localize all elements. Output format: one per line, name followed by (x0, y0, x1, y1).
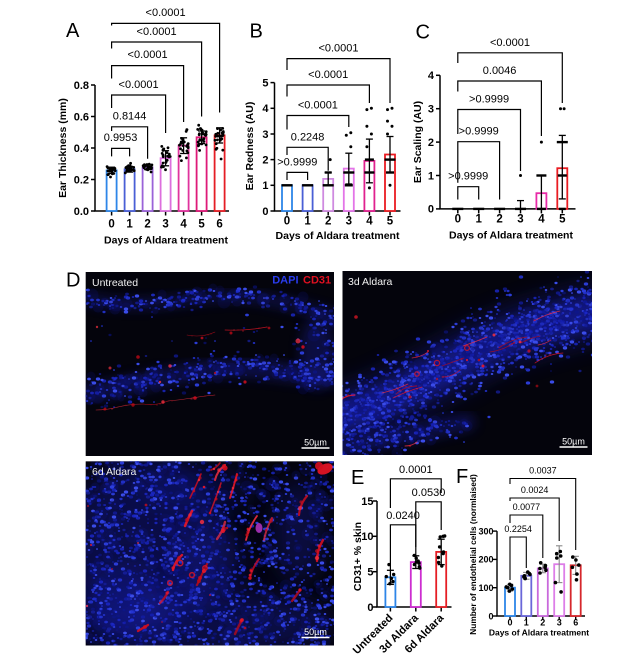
svg-text:5: 5 (262, 77, 268, 89)
svg-text:6: 6 (573, 618, 578, 628)
svg-text:<0.0001: <0.0001 (308, 69, 348, 81)
svg-text:D: D (66, 270, 80, 292)
svg-text:<0.0001: <0.0001 (119, 79, 159, 91)
svg-text:0.2248: 0.2248 (291, 131, 325, 143)
svg-text:C: C (416, 22, 430, 44)
svg-text:0: 0 (108, 219, 114, 231)
svg-text:0.4: 0.4 (74, 143, 90, 155)
svg-text:Number of endothelial cells (n: Number of endothelial cells (normlaised) (468, 474, 478, 635)
svg-text:5: 5 (367, 567, 373, 579)
svg-text:1: 1 (428, 170, 434, 182)
svg-text:3: 3 (346, 216, 352, 228)
svg-text:0.0530: 0.0530 (412, 487, 446, 499)
svg-text:0.0046: 0.0046 (483, 65, 517, 77)
svg-text:0.8: 0.8 (74, 80, 89, 92)
svg-text:0.0: 0.0 (74, 206, 89, 218)
svg-text:50µm: 50µm (562, 437, 585, 447)
svg-text:4: 4 (428, 70, 435, 82)
svg-text:F: F (456, 466, 468, 488)
svg-text:0.0077: 0.0077 (513, 502, 541, 512)
svg-text:0: 0 (507, 618, 512, 628)
svg-text:50µm: 50µm (304, 438, 327, 448)
svg-text:0.0024: 0.0024 (521, 485, 549, 495)
svg-text:Ear Thickness (mm): Ear Thickness (mm) (57, 98, 69, 198)
svg-text:0: 0 (428, 204, 434, 216)
svg-text:2: 2 (262, 154, 268, 166)
svg-text:3: 3 (162, 219, 168, 231)
svg-text:0: 0 (488, 611, 493, 621)
svg-text:3: 3 (262, 129, 268, 141)
svg-text:3: 3 (517, 214, 523, 226)
svg-text:3: 3 (557, 618, 562, 628)
svg-text:2: 2 (540, 618, 545, 628)
svg-text:>0.9999: >0.9999 (277, 156, 317, 168)
svg-text:4: 4 (262, 103, 269, 115)
svg-text:4: 4 (366, 216, 373, 228)
svg-text:A: A (66, 20, 80, 42)
svg-text:1: 1 (475, 214, 482, 226)
svg-text:0.0037: 0.0037 (529, 466, 557, 476)
svg-text:<0.0001: <0.0001 (318, 43, 358, 55)
svg-text:0: 0 (284, 216, 290, 228)
svg-text:Days of Aldara treatment: Days of Aldara treatment (104, 235, 228, 247)
svg-text:E: E (351, 467, 364, 489)
svg-text:0: 0 (367, 602, 373, 614)
svg-text:CD31+ % skin: CD31+ % skin (352, 522, 364, 591)
svg-text:200: 200 (478, 555, 493, 565)
svg-text:>0.9999: >0.9999 (448, 171, 488, 183)
svg-text:2: 2 (325, 216, 331, 228)
svg-text:0.2254: 0.2254 (504, 524, 532, 534)
svg-text:100: 100 (478, 583, 493, 593)
svg-text:Days of Aldara treatment: Days of Aldara treatment (449, 230, 573, 242)
svg-text:15: 15 (361, 496, 373, 508)
svg-text:5: 5 (559, 214, 566, 226)
svg-text:3: 3 (428, 104, 434, 116)
svg-text:4: 4 (538, 214, 545, 226)
svg-text:>0.9999: >0.9999 (459, 126, 499, 138)
svg-text:0.6: 0.6 (74, 111, 89, 123)
svg-text:0.8144: 0.8144 (113, 110, 147, 122)
svg-text:6d Aldara: 6d Aldara (92, 466, 137, 478)
svg-text:0: 0 (455, 214, 461, 226)
svg-text:Days of Aldara treatment: Days of Aldara treatment (276, 230, 400, 242)
svg-text:2: 2 (496, 214, 502, 226)
svg-text:Untreated: Untreated (92, 277, 138, 289)
svg-text:1: 1 (262, 180, 268, 192)
svg-text:>0.9999: >0.9999 (469, 94, 509, 106)
svg-text:0.2: 0.2 (74, 174, 89, 186)
svg-text:5: 5 (387, 216, 394, 228)
svg-text:5: 5 (198, 219, 205, 231)
svg-text:10: 10 (361, 531, 373, 543)
svg-text:1: 1 (304, 216, 311, 228)
svg-text:DAPI: DAPI (272, 275, 298, 287)
svg-text:Days of Aldara treatment: Days of Aldara treatment (489, 628, 589, 638)
svg-text:Ear Scaling (AU): Ear Scaling (AU) (412, 101, 424, 183)
svg-text:1: 1 (126, 219, 133, 231)
svg-text:<0.0001: <0.0001 (490, 37, 530, 49)
svg-text:<0.0001: <0.0001 (137, 26, 177, 38)
svg-text:2: 2 (144, 219, 150, 231)
svg-text:1: 1 (524, 618, 529, 628)
svg-text:4: 4 (180, 219, 187, 231)
svg-text:0.0240: 0.0240 (386, 510, 420, 522)
svg-text:CD31: CD31 (303, 275, 331, 287)
svg-text:300: 300 (478, 526, 493, 536)
svg-text:3d Aldara: 3d Aldara (348, 276, 393, 288)
svg-text:2: 2 (428, 137, 434, 149)
svg-text:0.0001: 0.0001 (399, 464, 433, 476)
svg-text:<0.0001: <0.0001 (146, 7, 186, 19)
svg-text:0.9953: 0.9953 (104, 132, 138, 144)
svg-text:<0.0001: <0.0001 (128, 49, 168, 61)
svg-text:0: 0 (262, 206, 268, 218)
svg-text:50µm: 50µm (304, 627, 327, 637)
svg-text:Ear Redness (AU): Ear Redness (AU) (244, 102, 256, 191)
svg-text:<0.0001: <0.0001 (298, 100, 338, 112)
svg-text:B: B (250, 21, 263, 43)
svg-text:6: 6 (216, 219, 222, 231)
